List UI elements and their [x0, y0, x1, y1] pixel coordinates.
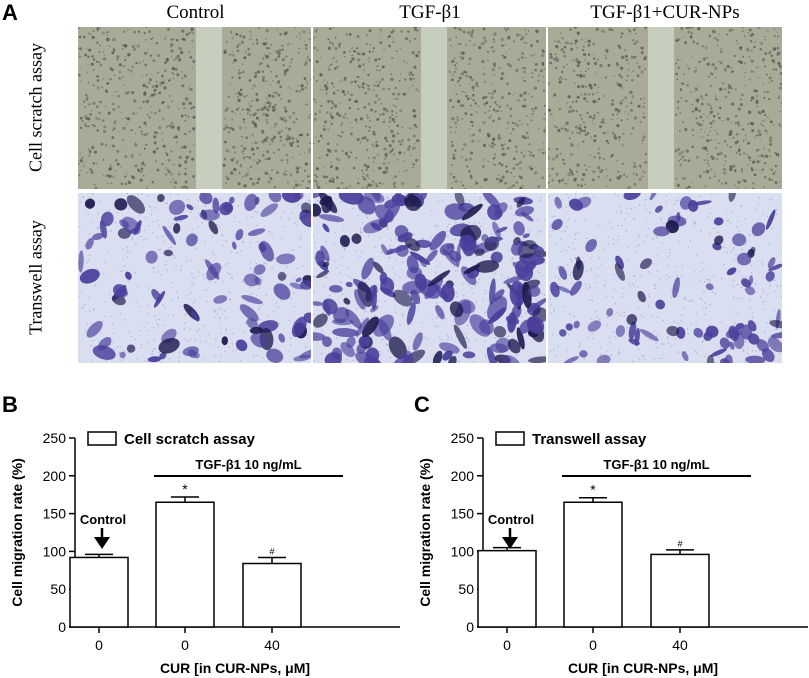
stained-cells [313, 193, 546, 363]
bar [155, 501, 215, 628]
x-tick-label: 0 [95, 637, 103, 653]
control-annotation: Control [488, 512, 534, 527]
y-tick-label: 0 [58, 619, 66, 635]
panel-b-letter: B [2, 392, 18, 417]
bar-chart-transwell: 0 50 100 150 200 250 Cell migration rate (%) CU… [417, 430, 808, 676]
column-title-tgf-cur: TGF-β1+CUR-NPs [590, 2, 740, 23]
y-tick-label: 150 [451, 506, 475, 522]
y-tick-label: 50 [50, 581, 66, 597]
transwell-image-tgf-cur [548, 193, 782, 363]
significance-marker: # [269, 546, 274, 556]
control-arrow-head [502, 537, 518, 549]
panel-a-letter: A [2, 0, 18, 25]
bar-chart-scratch: 0 50 100 150 200 250 Cell migration rate (%) CU… [9, 430, 400, 676]
y-tick-label: 250 [451, 430, 475, 446]
column-title-control: Control [166, 2, 225, 23]
scratch-image-control [78, 27, 311, 189]
scratch-image-tgf-cur [548, 27, 782, 189]
legend-swatch [87, 431, 117, 446]
y-tick-label: 200 [43, 468, 67, 484]
y-tick-label: 100 [43, 543, 67, 559]
y-axis-label: Cell migration rate (%) [9, 458, 25, 607]
y-tick-label: 100 [451, 543, 475, 559]
cell-texture [78, 27, 311, 189]
x-tick-label: 0 [181, 637, 189, 653]
y-tick-label: 150 [43, 506, 67, 522]
legend-label: Cell scratch assay [124, 431, 256, 448]
bracket-label: TGF-β1 10 ng/mL [195, 457, 301, 472]
x-axis-label: CUR [in CUR-NPs, μM] [568, 660, 718, 676]
scratch-gap [421, 27, 447, 189]
cell-texture [313, 27, 546, 189]
bar [650, 553, 710, 628]
control-annotation: Control [80, 512, 126, 527]
stained-cells [78, 193, 311, 363]
y-tick-label: 50 [458, 581, 474, 597]
significance-marker: * [590, 482, 596, 498]
legend-swatch [495, 431, 525, 446]
y-tick-label: 250 [43, 430, 67, 446]
column-title-tgf: TGF-β1 [399, 2, 461, 23]
x-tick-label: 0 [589, 637, 597, 653]
x-axis-label: CUR [in CUR-NPs, μM] [160, 660, 310, 676]
legend-label: Transwell assay [532, 431, 647, 448]
x-tick-label: 40 [264, 637, 280, 653]
significance-marker: # [677, 539, 682, 549]
stained-cells [548, 193, 782, 363]
scratch-image-tgf [313, 27, 546, 189]
scratch-gap [196, 27, 222, 189]
bar [242, 562, 302, 628]
x-tick-label: 0 [503, 637, 511, 653]
x-tick-label: 40 [672, 637, 688, 653]
transwell-image-tgf [313, 193, 546, 363]
transwell-image-control [78, 193, 311, 363]
row-title-transwell: Transwell assay [25, 220, 46, 335]
bracket-label: TGF-β1 10 ng/mL [603, 457, 709, 472]
y-tick-label: 0 [466, 619, 474, 635]
bar [563, 501, 623, 628]
row-title-scratch: Cell scratch assay [25, 43, 46, 172]
bar [69, 556, 129, 628]
scratch-gap [648, 27, 674, 189]
y-tick-label: 200 [451, 468, 475, 484]
panel-c-letter: C [414, 392, 430, 417]
control-arrow-head [94, 537, 110, 549]
y-axis-label: Cell migration rate (%) [417, 458, 433, 607]
significance-marker: * [182, 481, 188, 497]
bar [477, 549, 537, 628]
cell-texture [548, 27, 782, 189]
